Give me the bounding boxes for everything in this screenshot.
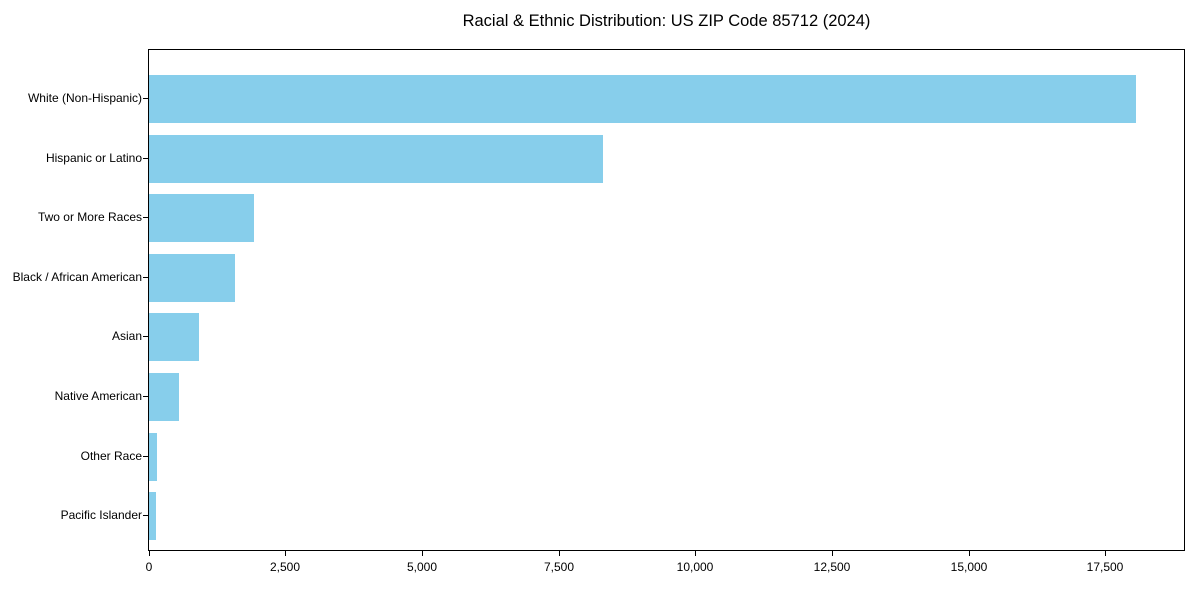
y-tick-mark (143, 98, 148, 99)
y-tick-mark (143, 336, 148, 337)
x-axis-label-10000: 10,000 (676, 560, 714, 574)
y-tick-mark (143, 456, 148, 457)
y-tick-mark (143, 277, 148, 278)
x-axis-label-7500: 7,500 (543, 560, 575, 574)
bar-pacific-islander (149, 492, 156, 540)
y-axis-label-asian: Asian (111, 329, 142, 343)
x-tick-mark (832, 551, 833, 556)
x-tick-mark (559, 551, 560, 556)
x-tick-mark (149, 551, 150, 556)
y-axis-label-native-american: Native American (54, 389, 142, 403)
y-tick-mark (143, 158, 148, 159)
x-axis-label-17500: 17,500 (1086, 560, 1124, 574)
y-axis-label-white-non-hispanic: White (Non-Hispanic) (27, 91, 142, 105)
y-axis-label-hispanic-or-latino: Hispanic or Latino (45, 151, 142, 165)
x-tick-mark (1105, 551, 1106, 556)
x-tick-mark (285, 551, 286, 556)
bar-two-or-more-races (149, 194, 254, 242)
bar-hispanic-or-latino (149, 135, 603, 183)
chart-title: Racial & Ethnic Distribution: US ZIP Cod… (462, 12, 871, 30)
x-tick-mark (422, 551, 423, 556)
x-tick-mark (695, 551, 696, 556)
x-axis-label-12500: 12,500 (813, 560, 851, 574)
y-tick-mark (143, 515, 148, 516)
y-axis-label-black-african-american: Black / African American (12, 270, 142, 284)
x-axis-label-5000: 5,000 (406, 560, 438, 574)
x-axis-label-0: 0 (145, 560, 153, 574)
bar-black-african-american (149, 254, 235, 302)
x-axis-label-15000: 15,000 (950, 560, 988, 574)
y-tick-mark (143, 396, 148, 397)
bar-other-race (149, 433, 157, 481)
bar-native-american (149, 373, 179, 421)
y-tick-mark (143, 217, 148, 218)
bar-asian (149, 313, 199, 361)
plot-area (148, 49, 1185, 551)
bar-white-non-hispanic (149, 75, 1136, 123)
x-axis-label-2500: 2,500 (269, 560, 301, 574)
y-axis-label-other-race: Other Race (80, 449, 142, 463)
x-tick-mark (969, 551, 970, 556)
y-axis-label-two-or-more-races: Two or More Races (37, 210, 142, 224)
y-axis-label-pacific-islander: Pacific Islander (60, 508, 142, 522)
